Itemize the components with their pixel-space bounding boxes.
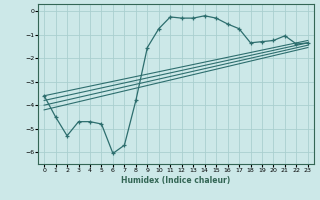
X-axis label: Humidex (Indice chaleur): Humidex (Indice chaleur) (121, 176, 231, 185)
